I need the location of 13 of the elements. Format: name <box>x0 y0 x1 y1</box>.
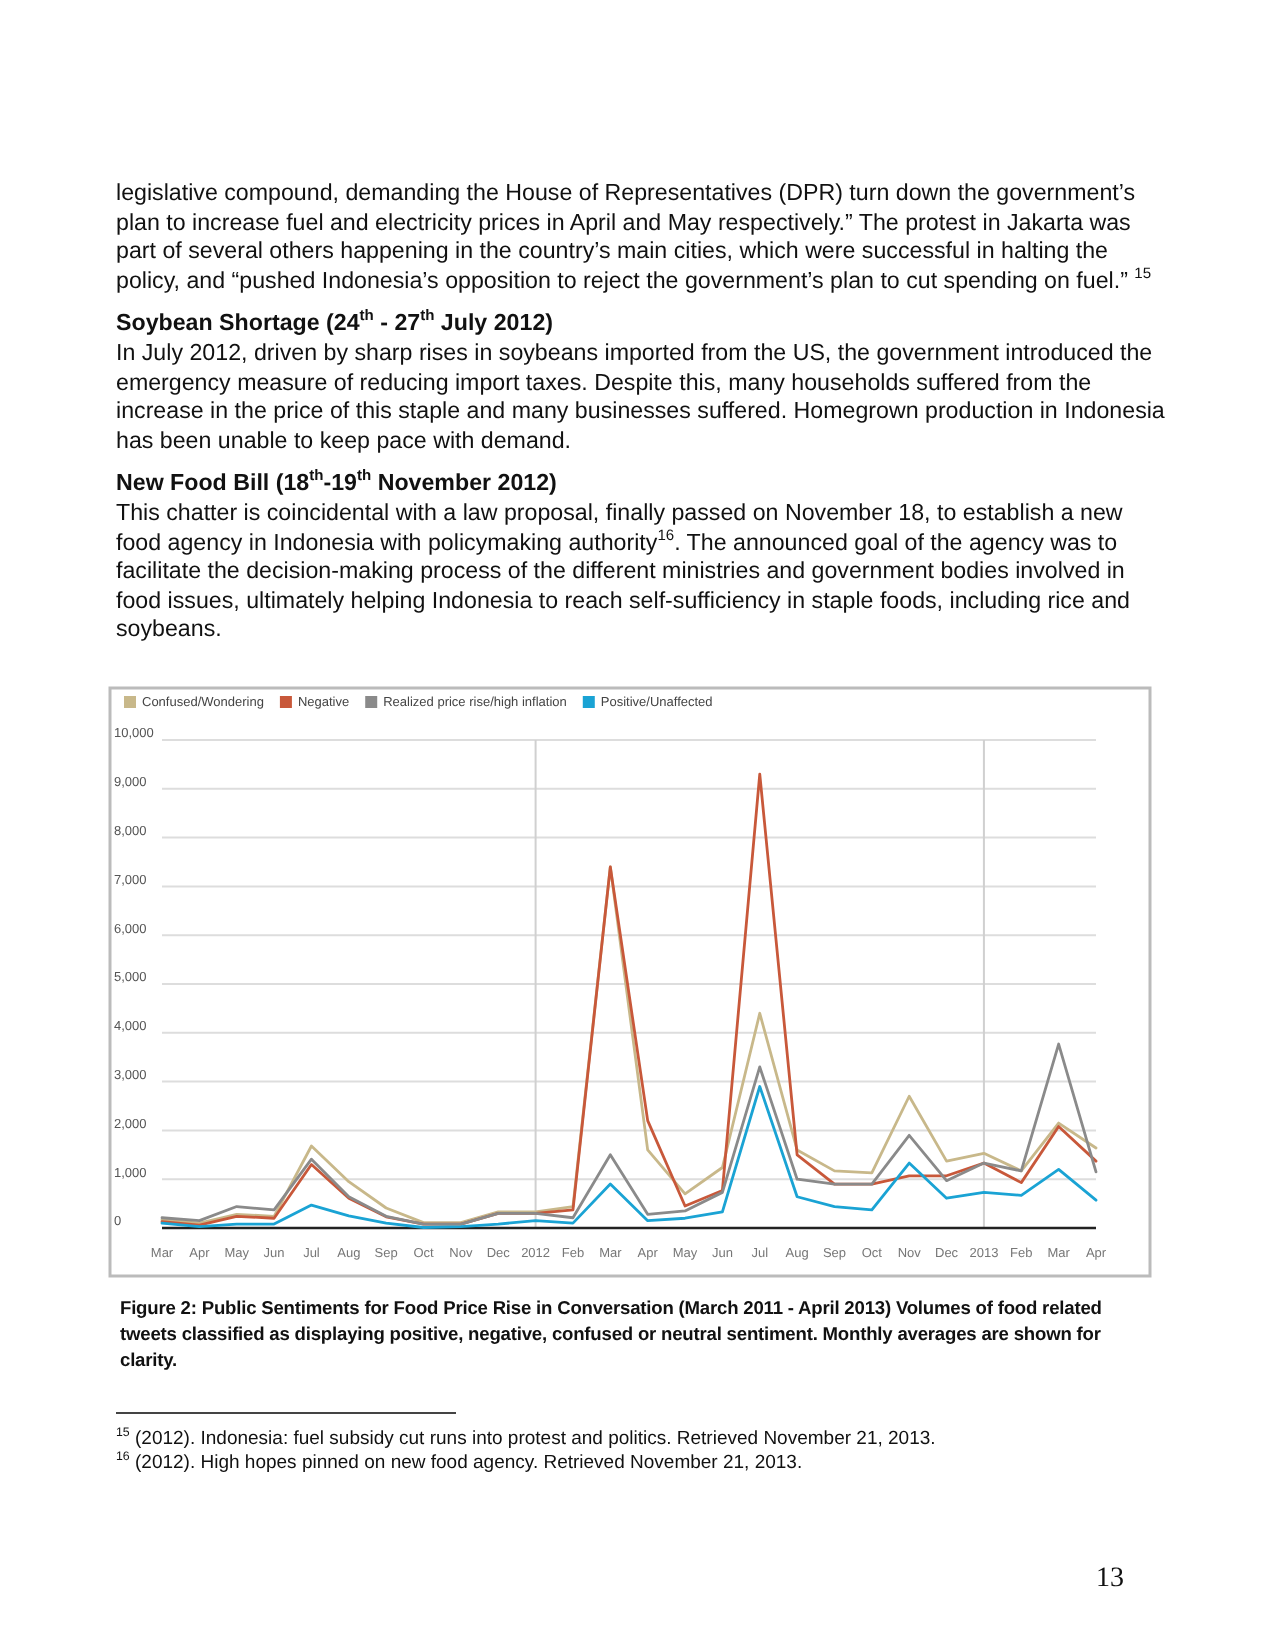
text: $^{15}$ (2012). Indonesia: fuel subsidy cut runs into protest and politics. Retrieved November 21, 2013. <box>116 1425 938 1451</box>
text: 13 <box>1096 1564 1124 1596</box>
line-series <box>160 1042 1098 1226</box>
text: This chatter is coincidental with a law proposal, finally passed on November 18, to establish a new food agency in Indonesia with policymaking authority$^{16}$. The announced goal of the agency was to facilitate the decision-making process of the different ministries and government bodies involved in food issues, ultimately helping Indonesia to reach self-sufficiency in staple foods, including rice and soybeans. <box>116 499 1132 646</box>
text: New Food Bill (18$^{th}$-19$^{th}$ November 2012) <box>116 466 559 500</box>
text: In July 2012, driven by sharp rises in soybeans imported from the US, the government introduced the emergency measure of reducing import taxes. Despite this, many households suffered from the increase in the price of this staple and many businesses suffered. Homegrown production in Indonesia has been unable to keep pace with demand. <box>116 339 1166 457</box>
text: $^{16}$ (2012). High hopes pinned on new food agency. Retrieved November 21, 2013. <box>116 1449 805 1476</box>
line-series <box>160 865 1098 1225</box>
text: legislative compound, demanding the House of Representatives (DPR) turn down the government’s plan to increase fuel and electricity prices in April and May respectively.” The protest in Jakarta was part of several others happening in the country’s main cities, which were successful in halting the policy, and “pushed Indonesia’s opposition to reject the government’s plan to cut spending on fuel.” $^{15}$ <box>116 180 1154 297</box>
text: Soybean Shortage (24$^{th}$ - 27$^{th}$ July 2012) <box>116 307 555 340</box>
text: Figure 2: Public Sentiments for Food Price Rise in Conversation (March 2011 - April 2013) Volumes of food related tweets classified as displaying positive, negative, confused or neutral sentiment. Monthly averages are shown for clarity. <box>120 1296 1104 1374</box>
line-series <box>160 772 1098 1227</box>
line-series <box>160 1085 1098 1229</box>
